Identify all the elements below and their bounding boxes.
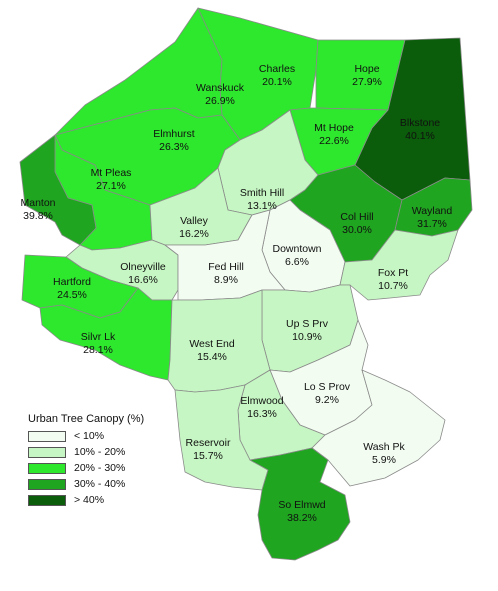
label-blkstone-name: Blkstone [400,117,440,129]
label-upsprv-name: Up S Prv [286,318,329,330]
label-mtpleas-name: Mt Pleas [91,167,132,179]
legend-label: 20% - 30% [74,462,126,474]
label-charles-value: 20.1% [262,76,292,88]
legend-item: 20% - 30% [28,460,188,476]
label-wayland-name: Wayland [412,205,453,217]
label-colhill-name: Col Hill [340,211,373,223]
label-losprov-value: 9.2% [315,394,339,406]
label-hope-value: 27.9% [352,76,382,88]
label-valley-value: 16.2% [179,228,209,240]
region-washpk[interactable] [311,369,446,487]
label-manton-name: Manton [20,197,55,209]
legend: Urban Tree Canopy (%) < 10% 10% - 20% 20… [28,413,188,508]
legend-title: Urban Tree Canopy (%) [28,413,145,425]
region-soelmwd[interactable] [249,447,351,561]
legend-item: > 40% [28,492,188,508]
label-upsprv-value: 10.9% [292,331,322,343]
label-smithhill-name: Smith Hill [240,187,284,199]
legend-item: 30% - 40% [28,476,188,492]
legend-swatch [28,494,66,506]
label-foxpt-name: Fox Pt [378,267,408,279]
label-elmhurst-name: Elmhurst [153,128,195,140]
label-washpk-value: 5.9% [372,454,396,466]
label-soelmwd-name: So Elmwd [278,499,325,511]
label-reservoir-name: Reservoir [186,437,231,449]
label-colhill-value: 30.0% [342,224,372,236]
label-elmwood-name: Elmwood [240,395,283,407]
legend-label: > 40% [74,494,105,506]
label-foxpt-value: 10.7% [378,280,408,292]
label-mtpleas-value: 27.1% [96,180,126,192]
label-manton-value: 39.8% [23,210,53,222]
label-elmhurst-value: 26.3% [159,141,189,153]
legend-label: 30% - 40% [74,478,126,490]
label-mthope-name: Mt Hope [314,122,354,134]
label-westend-name: West End [189,338,234,350]
map-labels: Charles 20.1% Hope 27.9% Wanskuck 26.9% … [20,63,452,524]
region-manton[interactable] [19,134,97,246]
label-mthope-value: 22.6% [319,135,349,147]
label-olneyville-value: 16.6% [128,274,158,286]
label-reservoir-value: 15.7% [193,450,223,462]
legend-item: < 10% [28,428,188,444]
label-soelmwd-value: 38.2% [287,512,317,524]
legend-swatch [28,446,66,458]
label-olneyville-name: Olneyville [120,261,166,273]
legend-swatch [28,430,66,442]
label-blkstone-value: 40.1% [405,130,435,142]
label-smithhill-value: 13.1% [247,200,277,212]
label-silvrlk-name: Silvr Lk [81,331,116,343]
label-hartford-name: Hartford [53,276,91,288]
label-wanskuck-name: Wanskuck [196,82,245,94]
label-hope-name: Hope [354,63,379,75]
label-fedhill-name: Fed Hill [208,261,244,273]
label-hartford-value: 24.5% [57,289,87,301]
label-fedhill-value: 8.9% [214,274,238,286]
label-downtown-value: 6.6% [285,256,309,268]
legend-item: 10% - 20% [28,444,188,460]
label-losprov-name: Lo S Prov [304,381,351,393]
legend-swatch [28,478,66,490]
label-silvrlk-value: 28.1% [83,344,113,356]
label-washpk-name: Wash Pk [363,441,405,453]
label-valley-name: Valley [180,215,209,227]
legend-swatch [28,462,66,474]
legend-label: < 10% [74,430,105,442]
label-charles-name: Charles [259,63,295,75]
label-wanskuck-value: 26.9% [205,95,235,107]
label-westend-value: 15.4% [197,351,227,363]
legend-label: 10% - 20% [74,446,126,458]
label-elmwood-value: 16.3% [247,408,277,420]
label-downtown-name: Downtown [272,243,321,255]
label-wayland-value: 31.7% [417,218,447,230]
